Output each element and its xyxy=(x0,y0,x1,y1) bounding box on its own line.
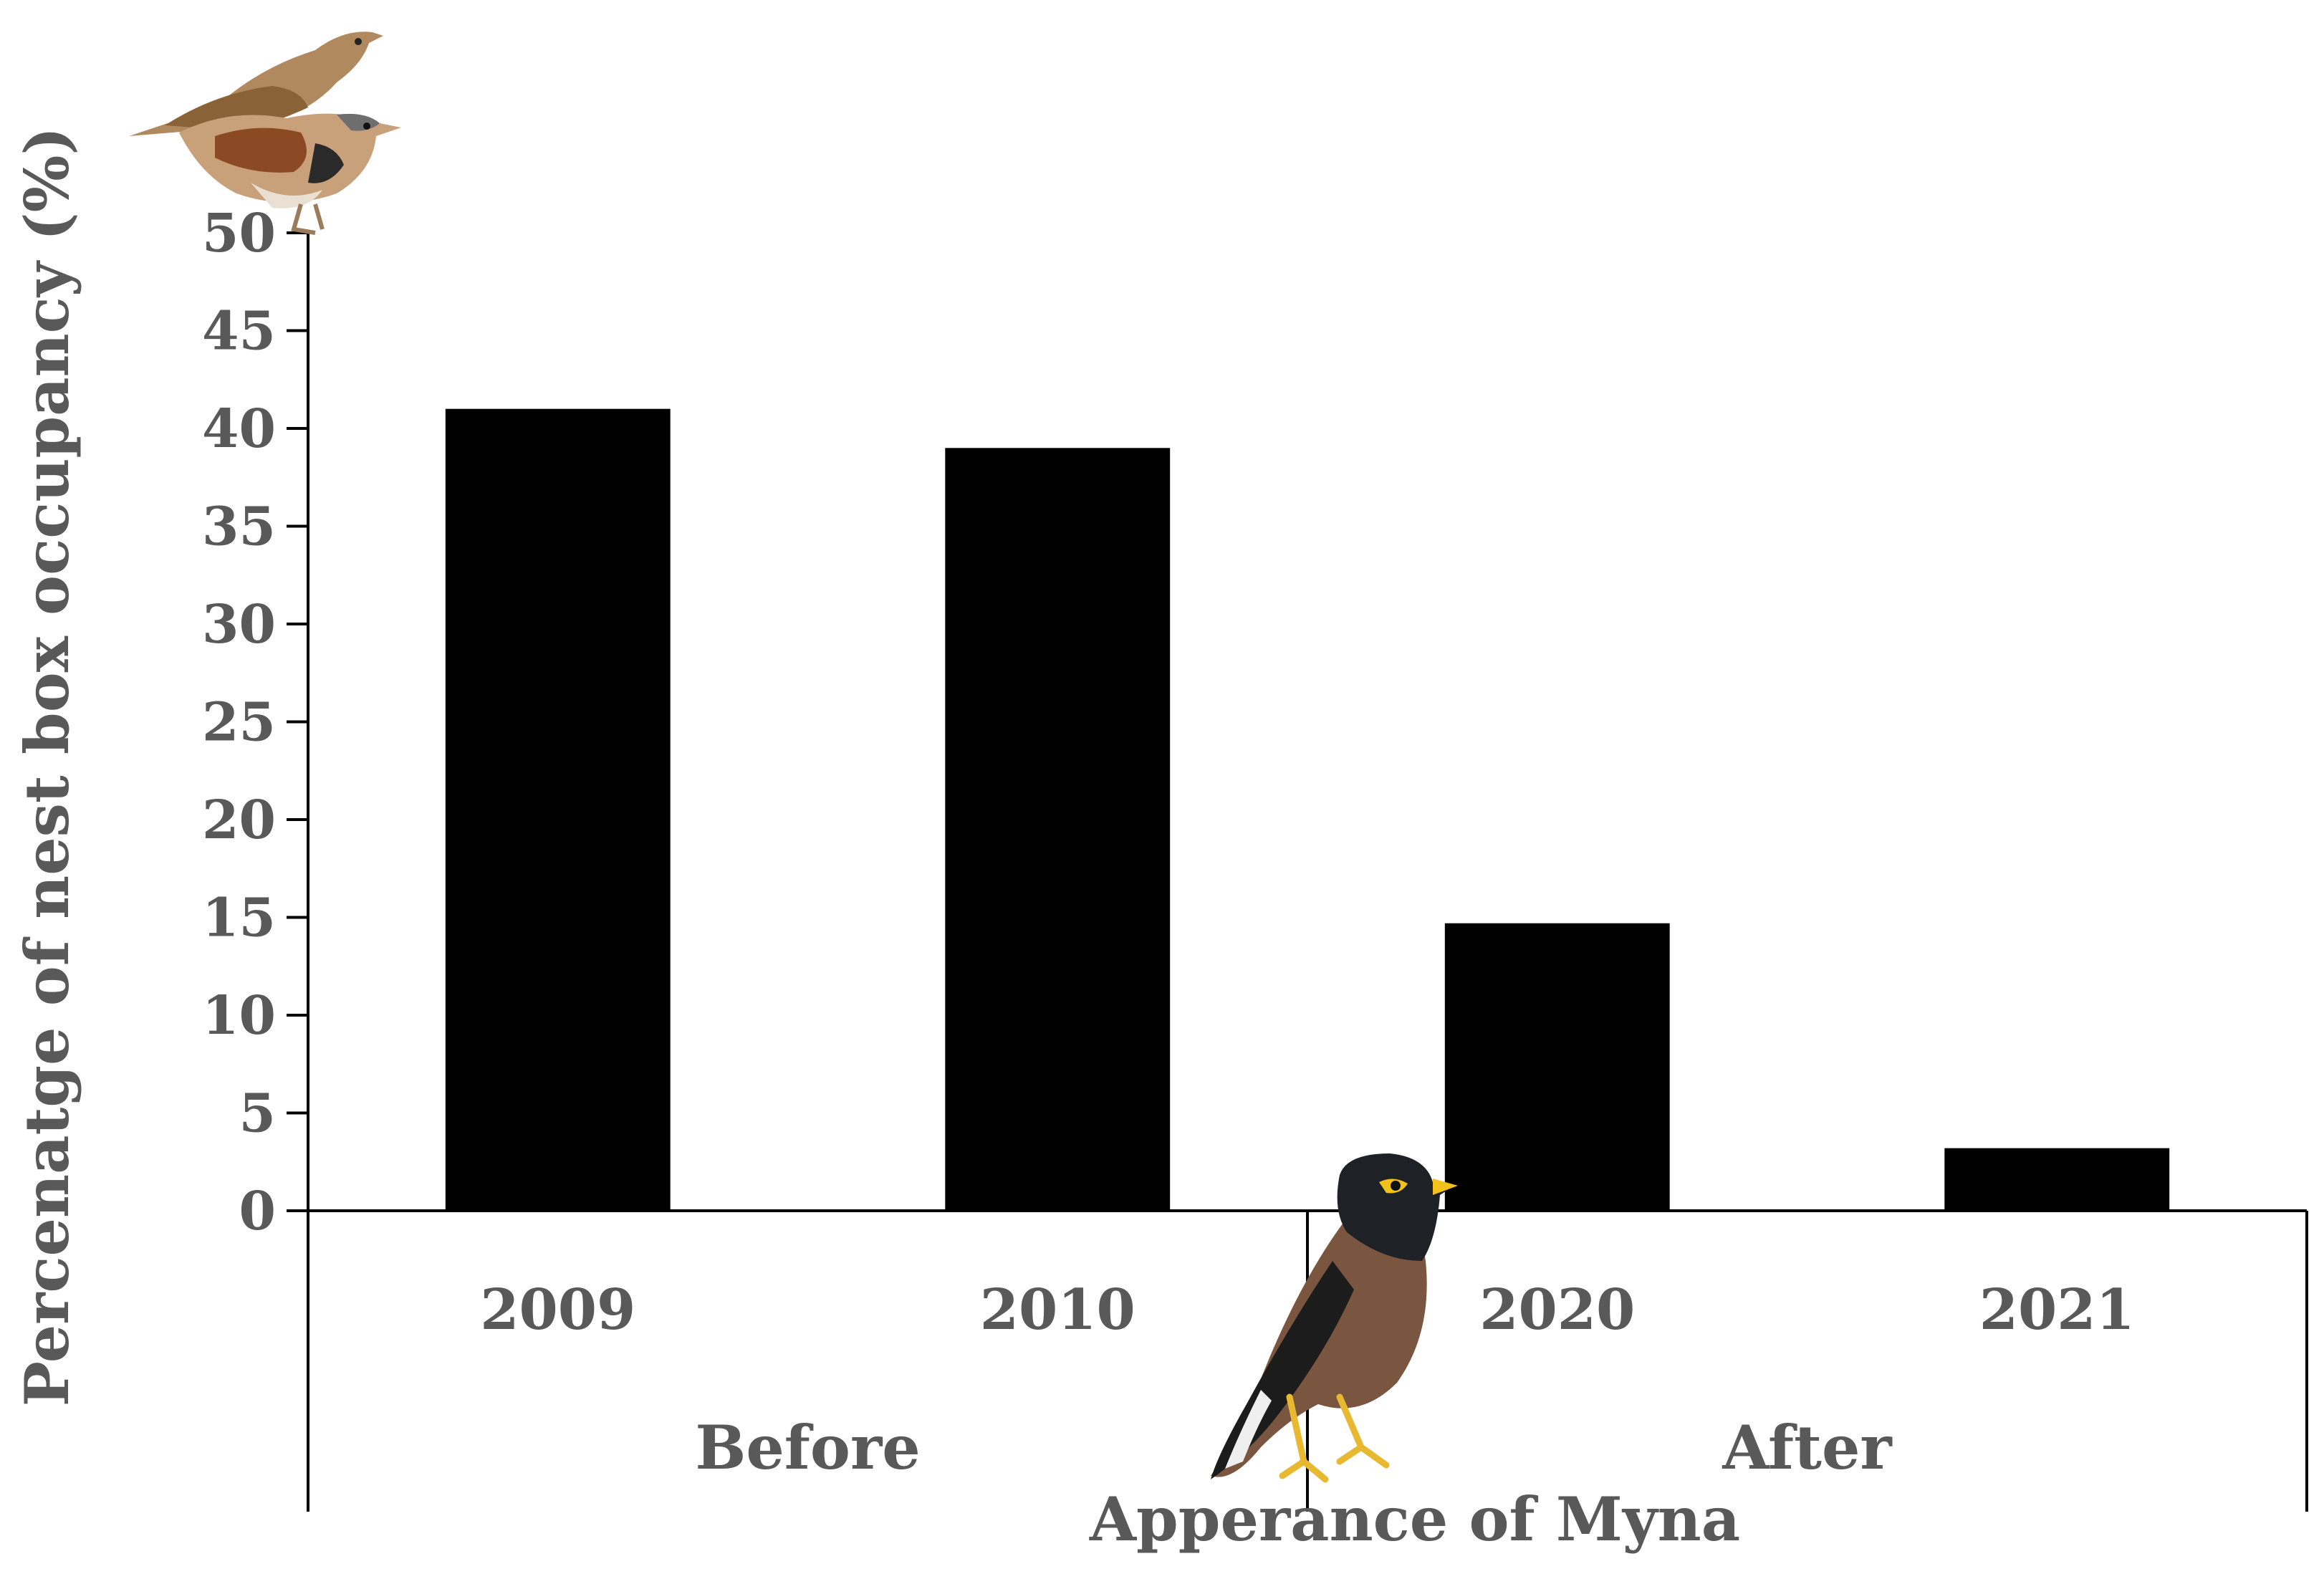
bar-2021 xyxy=(1944,1148,2170,1211)
bar-2010 xyxy=(945,448,1171,1211)
y-tick-label: 40 xyxy=(202,398,276,460)
house-sparrow-pair-icon xyxy=(129,32,401,235)
bars xyxy=(445,408,2170,1211)
category-labels: 2009 2010 2020 2021 xyxy=(480,1277,2135,1343)
y-tick-label: 35 xyxy=(202,496,276,558)
x-category-label: 2010 xyxy=(980,1277,1135,1343)
y-tick-label: 15 xyxy=(202,888,276,949)
y-axis-title: Percenatge of nest box occupancy (%) xyxy=(11,127,82,1406)
y-tick-label: 50 xyxy=(202,203,276,264)
y-tick-label: 25 xyxy=(202,692,276,754)
x-category-label: 2020 xyxy=(1479,1277,1635,1343)
bar-2020 xyxy=(1444,923,1670,1211)
bar-2009 xyxy=(445,408,671,1211)
x-group-label: Before xyxy=(695,1412,920,1483)
y-tick-label: 20 xyxy=(202,790,276,851)
y-tick-label: 45 xyxy=(202,301,276,363)
y-ticks: 0 5 10 15 20 25 30 35 40 45 50 xyxy=(202,203,308,1242)
y-tick-label: 0 xyxy=(239,1181,277,1242)
y-tick-label: 5 xyxy=(239,1083,277,1145)
x-group-label: After xyxy=(1722,1412,1893,1483)
y-tick-label: 10 xyxy=(202,985,276,1047)
x-axis-title: Apperance of Myna xyxy=(1089,1484,1740,1555)
y-tick-label: 30 xyxy=(202,594,276,656)
x-category-label: 2021 xyxy=(1979,1277,2135,1343)
common-myna-icon xyxy=(1211,1153,1458,1483)
x-category-label: 2009 xyxy=(480,1277,635,1343)
